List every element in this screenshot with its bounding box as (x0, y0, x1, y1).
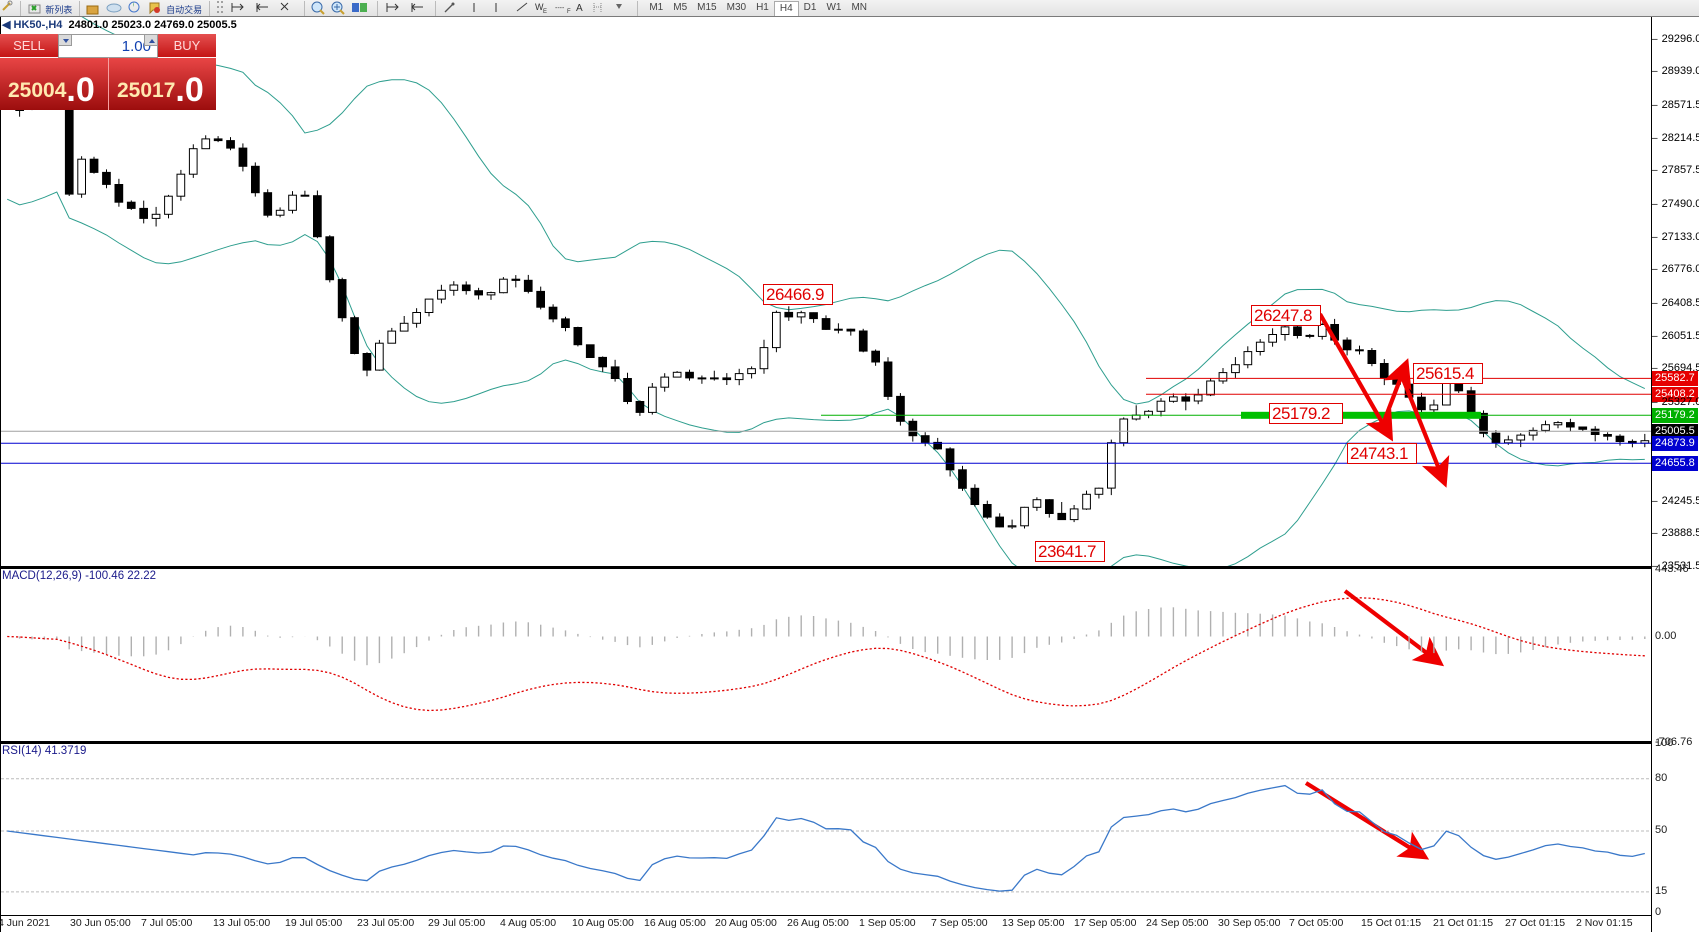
svg-text:F: F (567, 9, 571, 15)
svg-text:----: ---- (555, 5, 565, 12)
svg-text:A: A (576, 3, 583, 14)
svg-text:E: E (543, 9, 547, 15)
